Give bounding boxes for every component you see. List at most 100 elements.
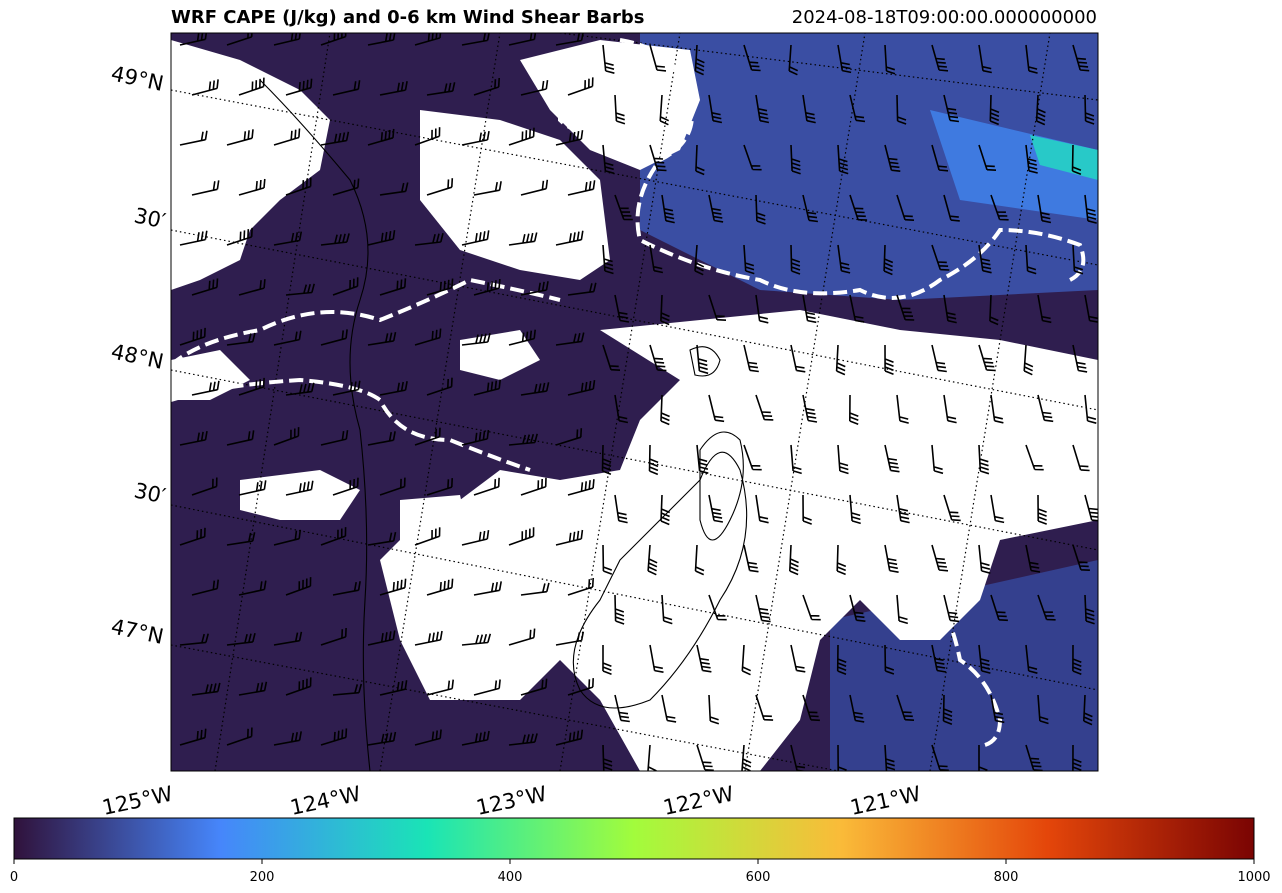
wind-barb (367, 230, 396, 246)
wind-barb (990, 594, 1008, 622)
wind-barb (602, 544, 613, 575)
wind-barb (320, 627, 347, 646)
wind-barb (614, 394, 629, 424)
wind-barb (426, 278, 454, 296)
wind-barb (942, 694, 953, 726)
wind-barb (1025, 544, 1041, 573)
wind-barb (614, 94, 626, 125)
wind-barb (931, 144, 949, 172)
wind-barb (1023, 344, 1034, 376)
lat-tick-label: 49°N (109, 61, 166, 95)
graticule-line (929, 33, 1051, 771)
chart-title: WRF CAPE (J/kg) and 0-6 km Wind Shear Ba… (171, 7, 645, 28)
wind-barb (660, 394, 670, 426)
wind-barb (226, 129, 254, 146)
wind-barb (379, 182, 409, 196)
wind-barb (743, 544, 759, 573)
wind-barb (461, 333, 491, 346)
wind-barb (567, 180, 596, 196)
wind-barb (1037, 194, 1052, 224)
wind-barb (332, 477, 359, 496)
wind-barb (238, 681, 268, 696)
wind-barb (649, 344, 667, 372)
wind-barb (238, 279, 266, 296)
wind-barb (367, 431, 396, 446)
wind-barb (555, 729, 584, 746)
graticule-line (214, 33, 331, 771)
wind-barb (884, 744, 896, 771)
wind-barb (990, 194, 1009, 221)
wind-barb (1084, 594, 1095, 625)
lat-tick-label: 47°N (109, 614, 166, 648)
wind-barb (695, 144, 705, 176)
wind-barb (285, 283, 315, 296)
wind-barb (660, 294, 670, 326)
wind-barb (179, 728, 207, 746)
wind-barb (896, 494, 910, 524)
wind-barb (367, 33, 396, 46)
wind-barb (614, 194, 633, 221)
wind-barb (790, 144, 801, 175)
chart-timestamp: 2024-08-18T09:00:00.000000000 (791, 7, 1097, 28)
wind-barb (179, 633, 209, 646)
wind-barb (320, 131, 350, 146)
lon-tick-label: 123°W (474, 782, 549, 820)
wind-barb (567, 479, 595, 496)
wind-barb (320, 430, 349, 446)
wind-barb (931, 244, 950, 271)
wind-barb (567, 77, 594, 96)
wind-barb (708, 394, 725, 423)
wind-barb (931, 544, 949, 572)
wind-barb (943, 394, 957, 424)
wind-barb (191, 380, 220, 396)
wind-barb (1025, 244, 1037, 275)
wind-barb (614, 294, 630, 323)
wind-barb (931, 44, 949, 72)
wind-barb (285, 382, 315, 396)
wind-barb (473, 679, 501, 696)
wind-barb (367, 731, 397, 746)
wind-barb (367, 630, 396, 646)
wind-barb (989, 294, 999, 326)
wind-barb (802, 194, 819, 223)
wind-barb (414, 729, 442, 746)
wind-barb (896, 194, 915, 221)
wind-barb (414, 328, 442, 346)
wind-barb (743, 444, 762, 471)
wind-barb (379, 477, 406, 496)
wind-barb (367, 531, 397, 546)
wind-barb (743, 144, 762, 171)
wind-barb (320, 728, 348, 746)
wind-barb (179, 327, 206, 346)
wind-barb (647, 744, 657, 771)
wind-barb (567, 282, 597, 296)
graticule-line (379, 33, 501, 771)
wind-barb (837, 144, 849, 175)
wind-barb (555, 130, 584, 146)
wind-barb (1084, 394, 1097, 424)
wind-barb (755, 394, 774, 421)
threshold-contour (918, 558, 1003, 747)
wind-barb (884, 444, 900, 473)
masked-regions (171, 40, 1098, 771)
wind-barb (755, 594, 771, 623)
wind-barb (273, 529, 302, 546)
cape-blue-region (640, 33, 1098, 300)
wind-barb (790, 644, 806, 673)
wind-barb (379, 578, 407, 596)
wind-barb (1037, 294, 1052, 324)
wind-barb (332, 277, 359, 296)
lat-tick-label: 48°N (109, 339, 166, 373)
wind-barb (661, 694, 677, 723)
wind-barb (461, 730, 490, 746)
wind-barb (978, 644, 991, 674)
wind-barb (802, 94, 816, 124)
wind-barb (601, 444, 612, 476)
wind-barb (320, 527, 347, 546)
wind-barb (661, 594, 673, 625)
wind-barb (978, 244, 992, 274)
cape-bright-region (930, 110, 1098, 220)
masked-region (171, 40, 330, 290)
wind-barb (332, 581, 361, 596)
wind-barb (755, 194, 766, 225)
